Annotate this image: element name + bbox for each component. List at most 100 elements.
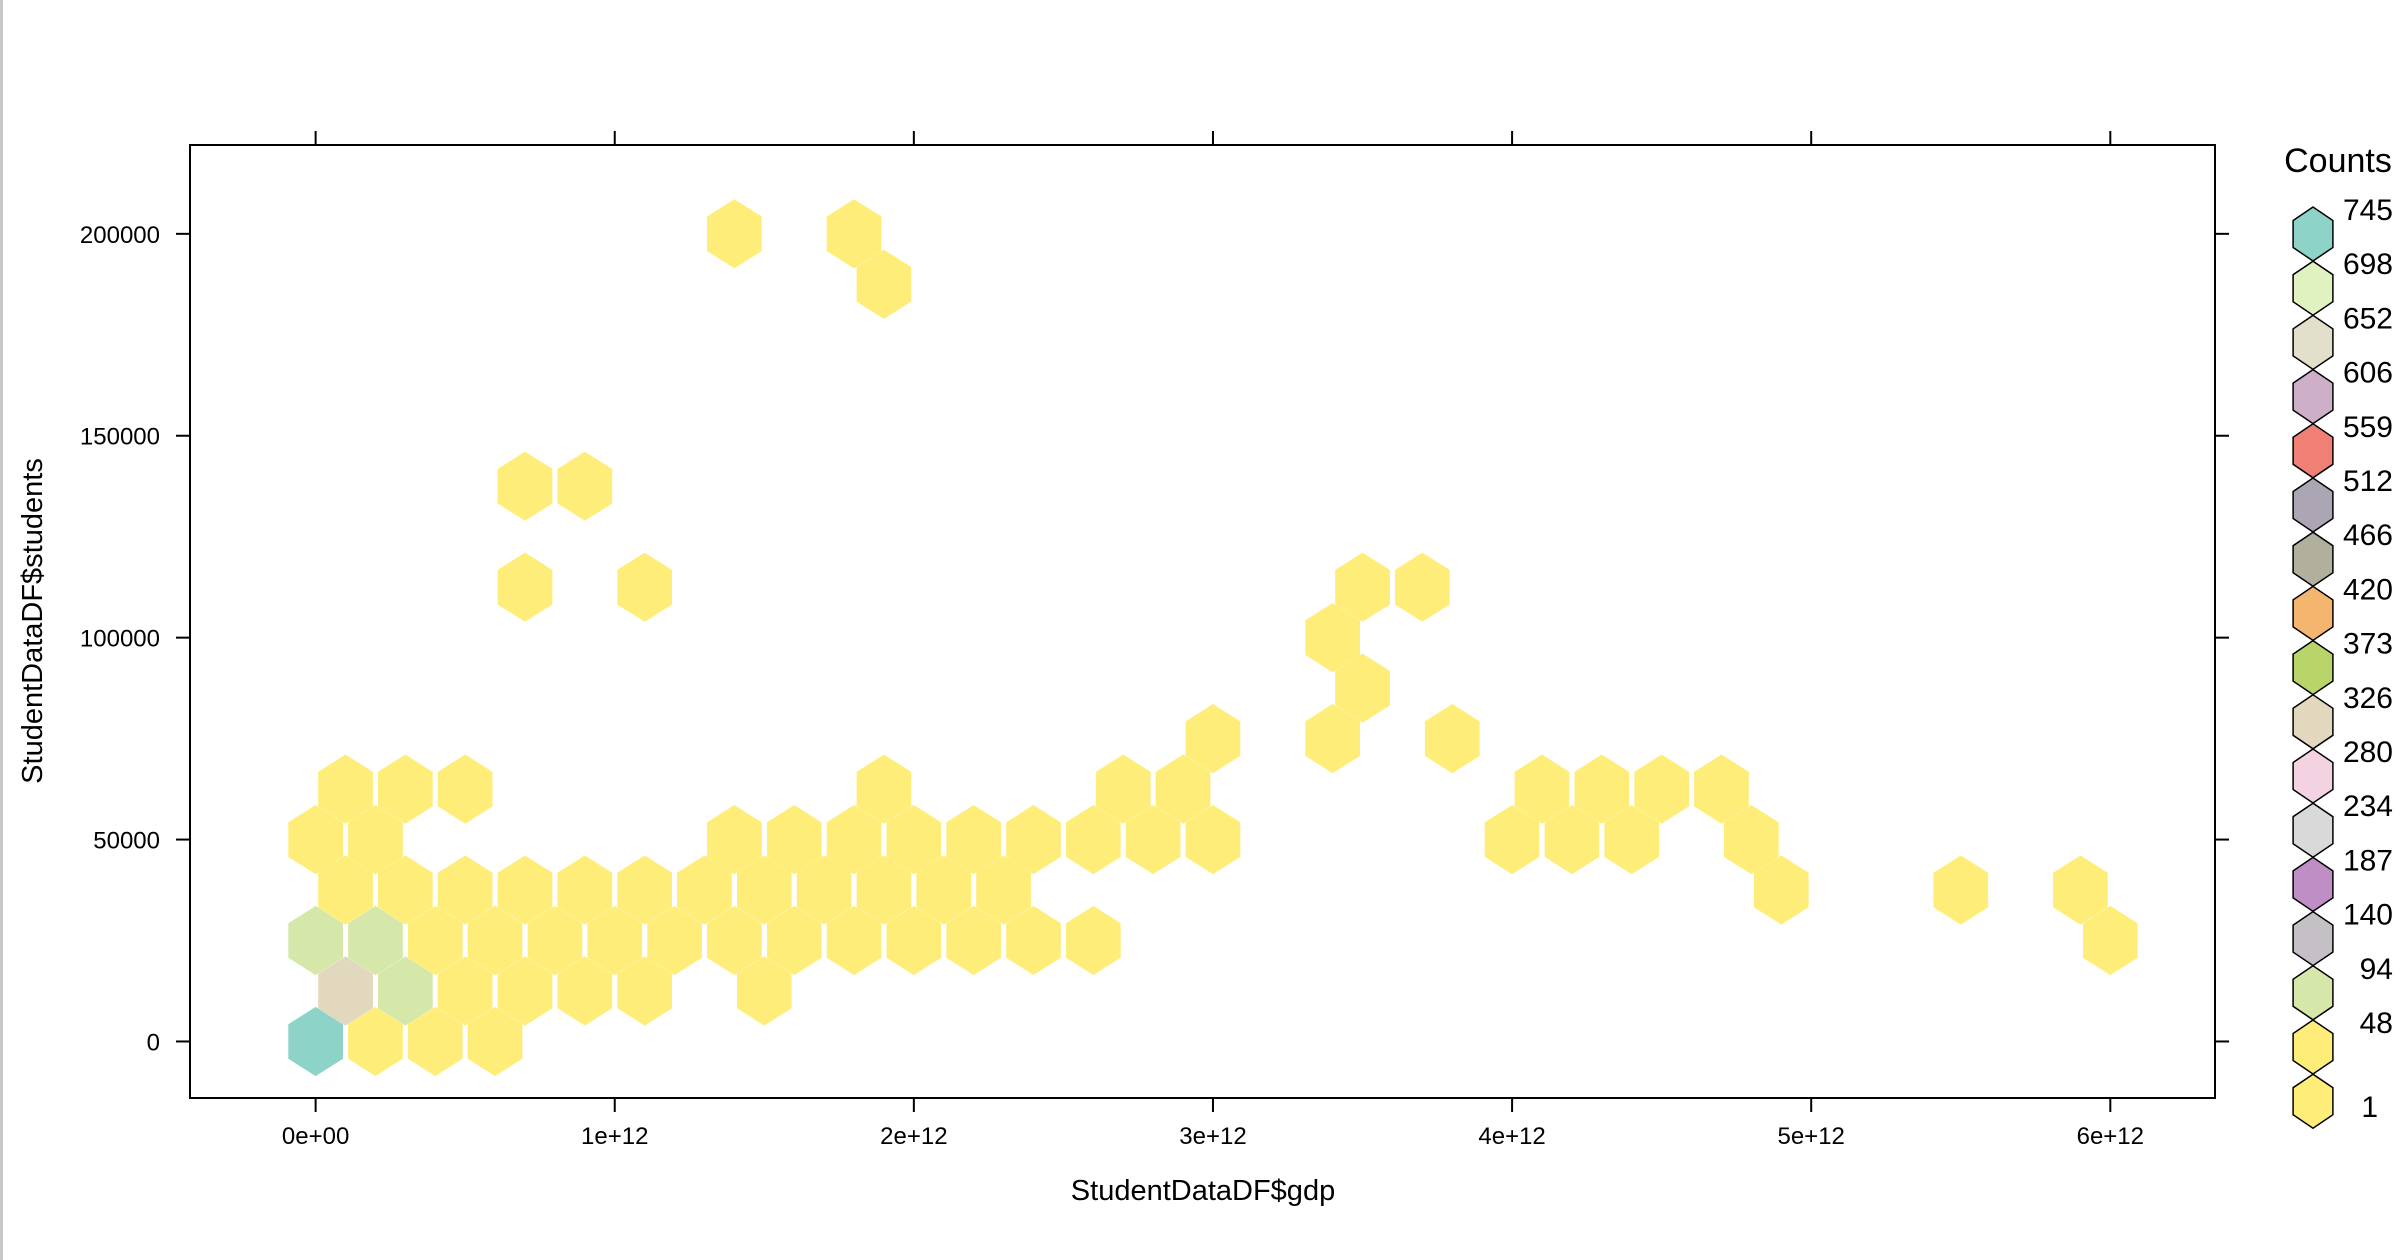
hexbin-cell <box>557 855 613 925</box>
hexbin-cell <box>348 1006 403 1077</box>
hexbin-cell <box>1185 704 1241 774</box>
hexbin-cell <box>737 855 792 925</box>
hexbin-cell <box>497 855 553 925</box>
y-axis-label: StudentDataDF$students <box>17 458 49 784</box>
hexbin-cell <box>2083 905 2138 976</box>
legend-swatch <box>2292 206 2334 262</box>
hexbin-cell <box>1125 805 1181 875</box>
hexbin-cell <box>288 905 343 976</box>
legend-swatch <box>2292 910 2334 967</box>
hexbin-cell <box>378 754 433 824</box>
hexbin-cell <box>1095 754 1151 824</box>
hexbin-cell <box>1185 805 1241 875</box>
x-tick-label: 1e+12 <box>581 1123 648 1150</box>
legend-swatch <box>2292 856 2334 913</box>
legend: Counts 745 698 652 606 559 512 466 420 373 326 280… <box>2284 142 2393 1130</box>
hexbin-cell <box>348 805 403 875</box>
legend-swatch <box>2292 748 2334 804</box>
hexbin-layer <box>288 199 2138 1077</box>
x-tick-label: 2e+12 <box>880 1123 947 1150</box>
legend-swatch <box>2292 422 2334 479</box>
legend-label: 94 <box>2360 953 2393 986</box>
hexbin-cell <box>1724 805 1779 875</box>
legend-label: 420 <box>2343 573 2393 606</box>
hexbin-cell <box>1305 603 1360 673</box>
hexbin-cell <box>826 805 882 875</box>
hexbin-cell <box>617 552 672 622</box>
legend-label: 373 <box>2343 628 2393 661</box>
hexbin-cell <box>1006 805 1061 875</box>
hexbin-cell <box>288 805 343 875</box>
hexbin-cell <box>1006 905 1061 976</box>
hexbin-cell <box>617 956 672 1026</box>
legend-label: 698 <box>2343 248 2393 281</box>
legend-label: 1 <box>2361 1091 2378 1124</box>
hexbin-cell <box>976 855 1031 925</box>
hexbin-cell <box>378 855 433 925</box>
hexbin-cell <box>407 1006 463 1077</box>
hexbin-cell <box>497 956 553 1026</box>
legend-swatch <box>2292 1019 2334 1075</box>
hexbin-cell <box>437 754 493 824</box>
hexbin-cell <box>467 1006 523 1077</box>
hexbin-cell <box>1066 805 1121 875</box>
legend-label: 606 <box>2343 357 2393 390</box>
hexbin-cell <box>856 855 912 925</box>
legend-label: 326 <box>2343 682 2393 715</box>
hexbin-cell <box>1574 754 1630 824</box>
legend-label: 512 <box>2343 465 2393 498</box>
legend-label: 48 <box>2360 1007 2393 1040</box>
hexbin-cell <box>557 956 613 1026</box>
legend-swatch <box>2292 477 2334 533</box>
hexbin-cell <box>617 855 672 925</box>
window-edge <box>0 0 3 1260</box>
x-tick-label: 6e+12 <box>2077 1123 2144 1150</box>
hexbin-cell <box>527 905 583 976</box>
hexbin-cell <box>1514 754 1570 824</box>
legend-swatch <box>2292 368 2334 425</box>
hexbin-cell <box>766 805 822 875</box>
hexbin-cell <box>707 199 762 269</box>
hexbin-cell <box>1066 905 1121 976</box>
legend-label: 187 <box>2343 844 2393 877</box>
x-tick-label: 3e+12 <box>1179 1123 1246 1150</box>
hexbin-cell <box>467 905 523 976</box>
legend-label: 745 <box>2343 194 2393 227</box>
hexbin-cell <box>1424 704 1480 774</box>
hexbin-cell <box>886 905 942 976</box>
hexbin-cell <box>587 905 643 976</box>
hexbin-cell <box>1305 704 1360 774</box>
hexbin-cell <box>1634 754 1689 824</box>
hexbin-cell <box>737 956 792 1026</box>
hexbin-cell <box>1604 805 1660 875</box>
hexbin-cell <box>856 249 912 319</box>
legend-swatch <box>2292 531 2334 588</box>
x-tick-label: 4e+12 <box>1478 1123 1545 1150</box>
hexbin-cell <box>707 905 762 976</box>
hexbin-cell <box>318 754 373 824</box>
hexbin-cell <box>437 956 493 1026</box>
hexbin-cell <box>1484 805 1540 875</box>
hexbin-cell <box>946 805 1001 875</box>
y-tick-label: 150000 <box>80 424 160 451</box>
y-tick-label: 50000 <box>93 828 160 855</box>
hexbin-cell <box>1335 552 1390 622</box>
hexbin-cell <box>856 754 912 824</box>
hexbin-cell <box>1395 552 1450 622</box>
hexbin-cell <box>407 905 463 976</box>
hexbin-cell <box>647 905 702 976</box>
x-tick-label: 5e+12 <box>1777 1123 1844 1150</box>
hexbin-cell <box>1753 855 1809 925</box>
hexbin-cell <box>886 805 942 875</box>
x-axis-label: StudentDataDF$gdp <box>1071 1175 1335 1207</box>
y-tick-label: 100000 <box>80 626 160 653</box>
hexbin-cell <box>318 956 373 1026</box>
legend-label: 466 <box>2343 519 2393 552</box>
hexbin-cell <box>946 905 1001 976</box>
hexbin-cell <box>677 855 732 925</box>
hexbin-cell <box>1335 653 1390 723</box>
legend-swatch <box>2292 802 2334 859</box>
legend-label: 234 <box>2343 790 2393 823</box>
hexbin-cell <box>1155 754 1211 824</box>
hexbin-cell <box>348 905 403 976</box>
